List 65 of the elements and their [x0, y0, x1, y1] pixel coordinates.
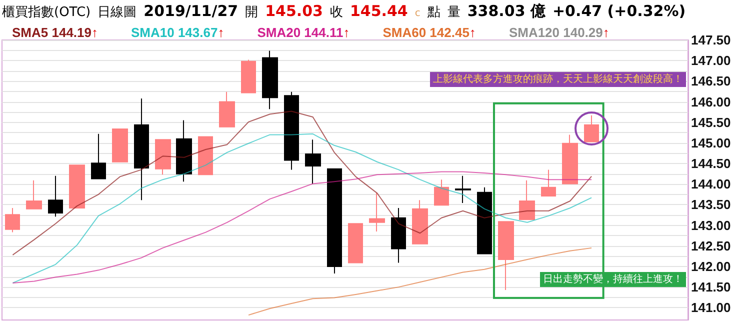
line-series [12, 171, 592, 284]
candlestick [241, 59, 256, 94]
candlestick [519, 180, 535, 220]
candlestick [498, 221, 514, 290]
candlestick [112, 128, 128, 162]
text: 2019/11/27 [144, 2, 238, 20]
text: SMA20 144.11↑ [257, 25, 350, 40]
y-tick-label: 143.00 [691, 218, 731, 233]
y-tick-label: 141.50 [691, 280, 731, 295]
y-tick-label: 144.00 [691, 176, 731, 192]
line-series [12, 133, 592, 284]
candlestick [284, 91, 299, 170]
chart-title: 櫃買指數(OTC) [2, 4, 91, 21]
candlestick [434, 179, 449, 206]
candlestick [198, 136, 213, 176]
y-tick-label: 147.50 [691, 32, 731, 48]
text: 145.44 [350, 2, 408, 20]
candlestick [455, 175, 471, 204]
text: c [414, 8, 420, 19]
text: 點 [427, 4, 440, 21]
text: 145.03 [265, 2, 323, 20]
candlestick [69, 164, 85, 208]
text: 量 [447, 4, 460, 21]
candlestick [219, 91, 235, 128]
text: 開 [245, 4, 258, 21]
line-series [248, 247, 592, 316]
candlestick [562, 134, 578, 184]
text: 收 [330, 4, 343, 21]
line-series [12, 110, 592, 256]
candlestick [348, 223, 363, 264]
text: SMA60 142.45↑ [382, 25, 476, 40]
candlestick [262, 50, 278, 110]
y-tick-label: 145.50 [691, 114, 731, 130]
text: SMA10 143.67↑ [130, 25, 224, 40]
candlestick [327, 168, 342, 274]
candlestick [155, 139, 171, 176]
text: 338.03 億 [467, 2, 546, 21]
text: +0.47 (+0.32%) [552, 2, 686, 20]
candlestick [391, 208, 406, 264]
y-tick-label: 142.50 [691, 238, 731, 254]
y-tick-label: 142.00 [691, 258, 731, 274]
y-tick-label: 146.50 [691, 74, 731, 89]
candlestick [477, 186, 492, 254]
candlestick [305, 139, 321, 184]
candlestick [48, 175, 63, 218]
candlestick [26, 180, 42, 210]
candlestick [584, 114, 599, 142]
y-tick-label: 146.00 [691, 94, 731, 110]
annotation: 上影線代表多方進攻的痕跡，天天上影線天天創波段高！ [430, 72, 686, 87]
y-tick-label: 143.50 [691, 197, 731, 212]
y-tick-label: 147.00 [691, 53, 731, 68]
candlestick [91, 133, 106, 180]
candlestick [176, 120, 192, 182]
candlestick [369, 192, 385, 232]
candlestick [134, 98, 149, 201]
legend-label: SMA120 140.29↑ [508, 25, 610, 40]
y-tick-label: 144.50 [691, 156, 731, 172]
candlestick [5, 208, 20, 233]
text: SMA5 144.19↑ [12, 25, 98, 40]
y-tick-label: 141.00 [691, 300, 731, 316]
y-tick-label: 145.00 [691, 135, 731, 150]
candlestick [412, 200, 428, 244]
candlestick [541, 169, 556, 197]
annotation: 日出走勢不變，持續往上進攻！ [540, 272, 686, 287]
chart-subtitle: 日線圖 [98, 4, 137, 21]
